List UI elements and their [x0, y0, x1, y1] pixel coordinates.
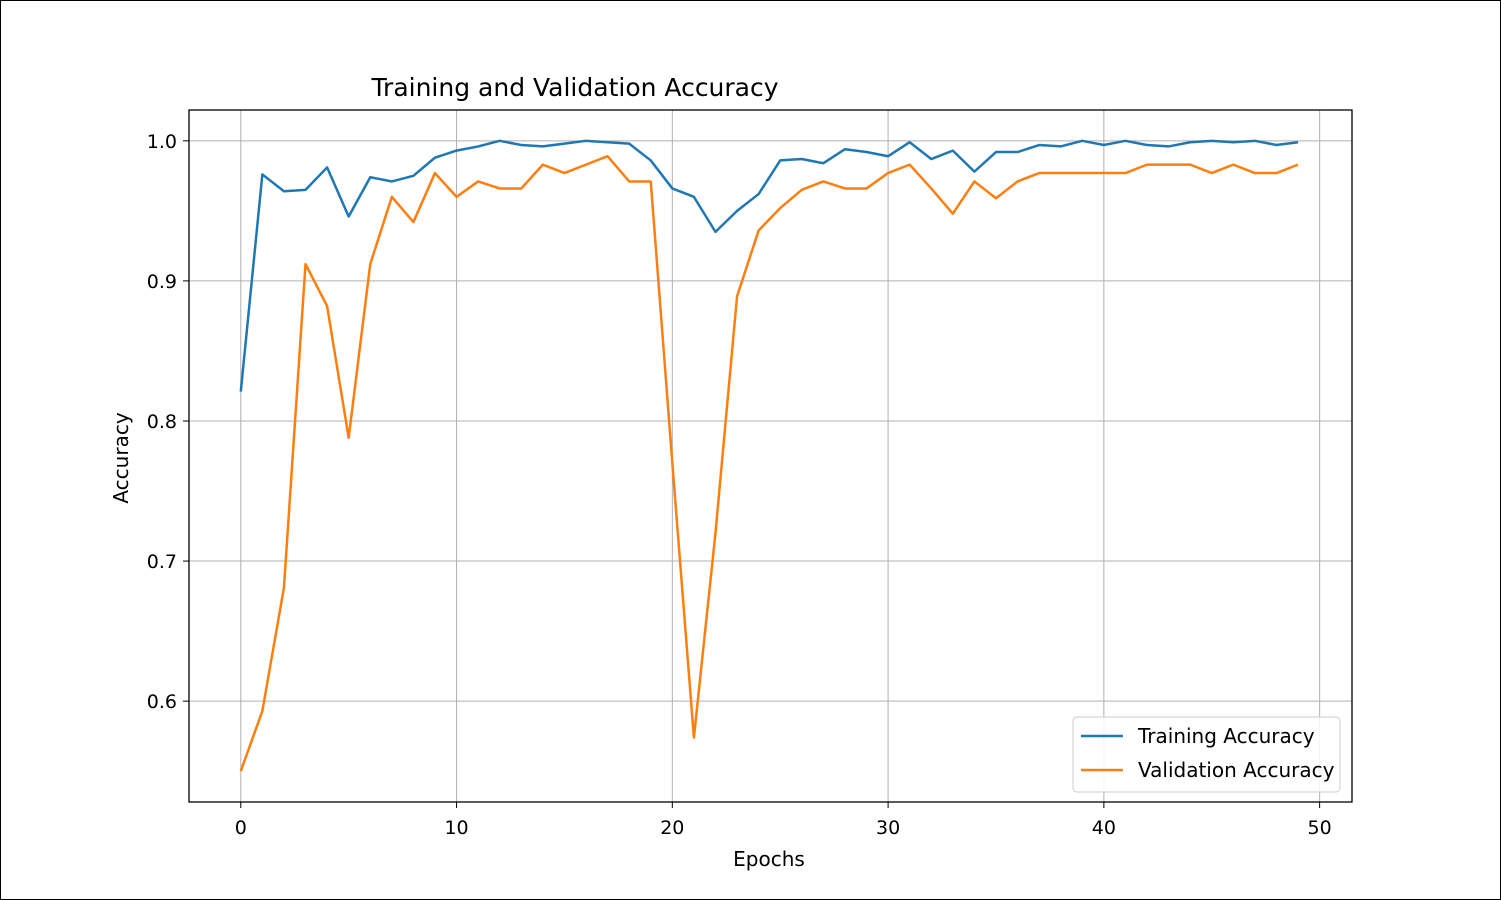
y-tick-label: 1.0 [147, 131, 177, 153]
x-tick-label: 10 [444, 817, 468, 839]
legend-label-validation: Validation Accuracy [1138, 758, 1335, 782]
plot-area-border [188, 109, 1353, 803]
chart-title: Training and Validation Accuracy [370, 73, 778, 102]
y-tick-label: 0.7 [147, 551, 177, 573]
legend-label-training: Training Accuracy [1137, 724, 1315, 748]
x-tick-label: 40 [1092, 817, 1116, 839]
validation-accuracy-line [239, 154, 1299, 772]
x-tick-label: 0 [235, 817, 247, 839]
y-tick-label: 0.6 [147, 691, 177, 713]
x-axis-label: Epochs [733, 847, 805, 871]
x-tick-label: 50 [1308, 817, 1332, 839]
x-tick-label: 20 [660, 817, 684, 839]
legend: Training Accuracy Validation Accuracy [1072, 716, 1341, 793]
y-tick-label: 0.9 [147, 271, 177, 293]
legend-box [1072, 716, 1341, 793]
training-accuracy-line [239, 139, 1299, 392]
y-tick-label: 0.8 [147, 411, 177, 433]
y-axis-label: Accuracy [109, 412, 133, 503]
x-tick-label: 30 [876, 817, 900, 839]
